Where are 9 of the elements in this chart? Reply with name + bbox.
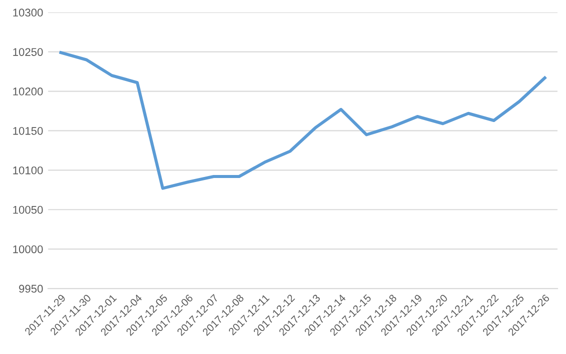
y-tick-label: 10000 [13,245,43,254]
y-tick-label: 10200 [13,88,43,96]
y-tick-label: 10150 [13,126,43,135]
y-tick-label: 10250 [13,48,43,56]
y-tick-label: 10050 [13,206,43,214]
y-tick-label: 10100 [13,166,43,174]
y-tick-label: 10300 [13,8,43,17]
line-series [59,51,546,190]
y-tick-label: 9950 [19,284,43,293]
